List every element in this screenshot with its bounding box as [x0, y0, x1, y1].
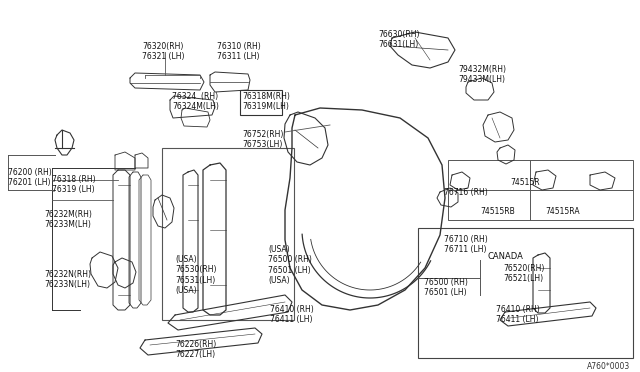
- Text: CANADA: CANADA: [488, 252, 524, 261]
- Text: 76710 (RH)
76711 (LH): 76710 (RH) 76711 (LH): [444, 235, 488, 254]
- Bar: [240, 90, 282, 115]
- Bar: [448, 160, 633, 220]
- Text: (USA)
76530(RH)
76531(LH)
(USA): (USA) 76530(RH) 76531(LH) (USA): [175, 255, 216, 295]
- Text: 74515RB: 74515RB: [480, 207, 515, 216]
- Text: 74515R: 74515R: [510, 178, 540, 187]
- Bar: [162, 148, 294, 320]
- Text: 76520(RH)
76521(LH): 76520(RH) 76521(LH): [503, 264, 545, 283]
- Text: 76320(RH)
76321 (LH): 76320(RH) 76321 (LH): [142, 42, 184, 61]
- Text: (USA)
76500 (RH)
76501 (LH)
(USA): (USA) 76500 (RH) 76501 (LH) (USA): [268, 245, 312, 285]
- Text: A760*0003: A760*0003: [587, 362, 630, 371]
- Text: 76500 (RH)
76501 (LH): 76500 (RH) 76501 (LH): [424, 278, 468, 297]
- Text: 76310 (RH)
76311 (LH): 76310 (RH) 76311 (LH): [217, 42, 260, 61]
- Text: 76318 (RH)
76319 (LH): 76318 (RH) 76319 (LH): [52, 175, 95, 195]
- Text: 76716 (RH): 76716 (RH): [444, 188, 488, 197]
- Text: 76630(RH)
76631(LH): 76630(RH) 76631(LH): [378, 30, 419, 49]
- Text: 76752(RH)
76753(LH): 76752(RH) 76753(LH): [242, 130, 284, 150]
- Text: 76200 (RH)
76201 (LH): 76200 (RH) 76201 (LH): [8, 168, 52, 187]
- Text: 76324  (RH)
76324M(LH): 76324 (RH) 76324M(LH): [172, 92, 219, 111]
- Text: 76232M(RH)
76233M(LH): 76232M(RH) 76233M(LH): [44, 210, 92, 230]
- Text: 74515RA: 74515RA: [545, 207, 580, 216]
- Text: 79432M(RH)
79433M(LH): 79432M(RH) 79433M(LH): [458, 65, 506, 84]
- Text: 76226(RH)
76227(LH): 76226(RH) 76227(LH): [175, 340, 216, 359]
- Text: 76410 (RH)
76411 (LH): 76410 (RH) 76411 (LH): [270, 305, 314, 324]
- Text: 76318M(RH)
76319M(LH): 76318M(RH) 76319M(LH): [242, 92, 290, 111]
- Text: 76232N(RH)
76233N(LH): 76232N(RH) 76233N(LH): [44, 270, 91, 289]
- Text: 76410 (RH)
76411 (LH): 76410 (RH) 76411 (LH): [496, 305, 540, 324]
- Bar: [418, 228, 633, 358]
